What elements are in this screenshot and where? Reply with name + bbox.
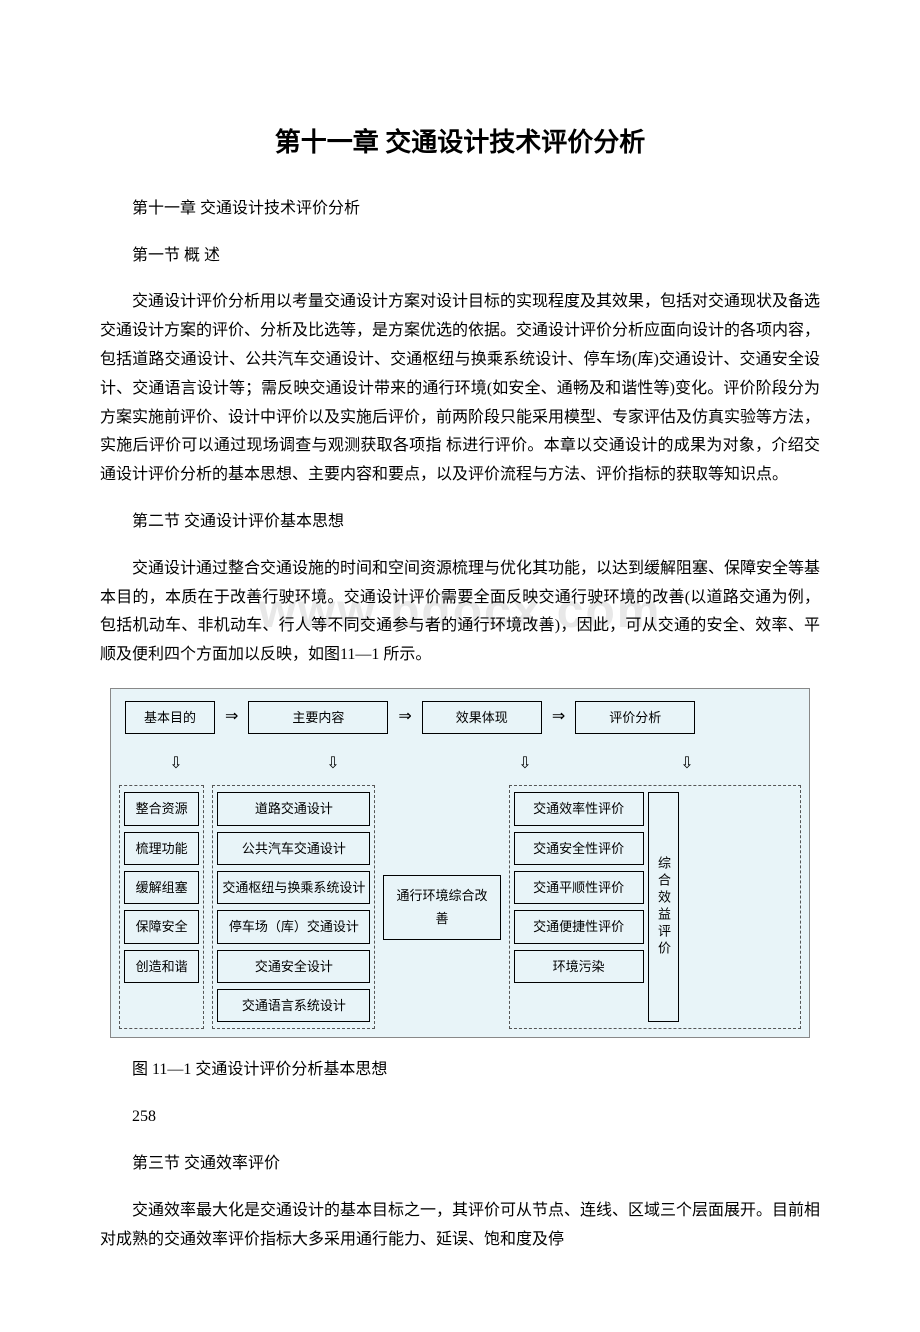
- page-number: 258: [100, 1103, 820, 1132]
- arrow-down-icon: ⇩: [515, 750, 535, 779]
- purpose-item: 整合资源: [124, 792, 199, 825]
- analysis-item: 交通平顺性评价: [514, 871, 644, 904]
- figure-caption: 图 11—1 交通设计评价分析基本思想: [100, 1056, 820, 1085]
- header-box-content: 主要内容: [248, 701, 388, 734]
- diagram-col-content: 道路交通设计 公共汽车交通设计 交通枢纽与换乘系统设计 停车场（库）交通设计 交…: [212, 785, 375, 1029]
- diagram-header-row: 基本目的 ⇒ 主要内容 ⇒ 效果体现 ⇒ 评价分析: [119, 697, 801, 738]
- header-box-analysis: 评价分析: [575, 701, 695, 734]
- purpose-item: 创造和谐: [124, 950, 199, 983]
- arrow-right-icon: ⇒: [221, 703, 242, 732]
- section-2-heading: 第二节 交通设计评价基本思想: [100, 508, 820, 537]
- section-3-heading: 第三节 交通效率评价: [100, 1150, 820, 1179]
- arrow-right-icon: ⇒: [548, 703, 569, 732]
- header-box-purpose: 基本目的: [125, 701, 215, 734]
- chapter-title: 第十一章 交通设计技术评价分析: [100, 120, 820, 167]
- arrow-down-icon: ⇩: [323, 750, 343, 779]
- content-item: 交通语言系统设计: [217, 989, 370, 1022]
- arrow-down-icon: ⇩: [166, 750, 186, 779]
- purpose-item: 缓解组塞: [124, 871, 199, 904]
- content-item: 交通安全设计: [217, 950, 370, 983]
- analysis-item: 环境污染: [514, 950, 644, 983]
- analysis-item: 交通效率性评价: [514, 792, 644, 825]
- flowchart-diagram: 基本目的 ⇒ 主要内容 ⇒ 效果体现 ⇒ 评价分析 ⇩ ⇩ ⇩ ⇩ 整合资源 梳…: [110, 688, 810, 1039]
- analysis-item: 交通安全性评价: [514, 832, 644, 865]
- header-box-effect: 效果体现: [422, 701, 542, 734]
- content-item: 停车场（库）交通设计: [217, 910, 370, 943]
- effect-box: 通行环境综合改善: [383, 875, 500, 940]
- section-2-paragraph: 交通设计通过整合交通设施的时间和空间资源梳理与优化其功能，以达到缓解阻塞、保障安…: [100, 555, 820, 670]
- arrow-right-icon: ⇒: [394, 703, 415, 732]
- section-3-paragraph: 交通效率最大化是交通设计的基本目标之一，其评价可从节点、连线、区域三个层面展开。…: [100, 1197, 820, 1255]
- analysis-item: 交通便捷性评价: [514, 910, 644, 943]
- arrow-down-row: ⇩ ⇩ ⇩ ⇩: [119, 750, 801, 779]
- diagram-col-effect: 通行环境综合改善: [383, 785, 500, 1029]
- content-item: 交通枢纽与换乘系统设计: [217, 871, 370, 904]
- diagram-col-purpose: 整合资源 梳理功能 缓解组塞 保障安全 创造和谐: [119, 785, 204, 1029]
- purpose-item: 保障安全: [124, 910, 199, 943]
- purpose-item: 梳理功能: [124, 832, 199, 865]
- section-1-paragraph: 交通设计评价分析用以考量交通设计方案对设计目标的实现程度及其效果，包括对交通现状…: [100, 288, 820, 490]
- diagram-col-analysis: 交通效率性评价 交通安全性评价 交通平顺性评价 交通便捷性评价 环境污染 综合效…: [509, 785, 801, 1029]
- content-item: 道路交通设计: [217, 792, 370, 825]
- chapter-subtitle: 第十一章 交通设计技术评价分析: [100, 195, 820, 224]
- content-item: 公共汽车交通设计: [217, 832, 370, 865]
- analysis-side-box: 综合效益评价: [648, 792, 679, 1022]
- arrow-down-icon: ⇩: [677, 750, 697, 779]
- section-1-heading: 第一节 概 述: [100, 242, 820, 271]
- diagram-body: 整合资源 梳理功能 缓解组塞 保障安全 创造和谐 道路交通设计 公共汽车交通设计…: [119, 785, 801, 1029]
